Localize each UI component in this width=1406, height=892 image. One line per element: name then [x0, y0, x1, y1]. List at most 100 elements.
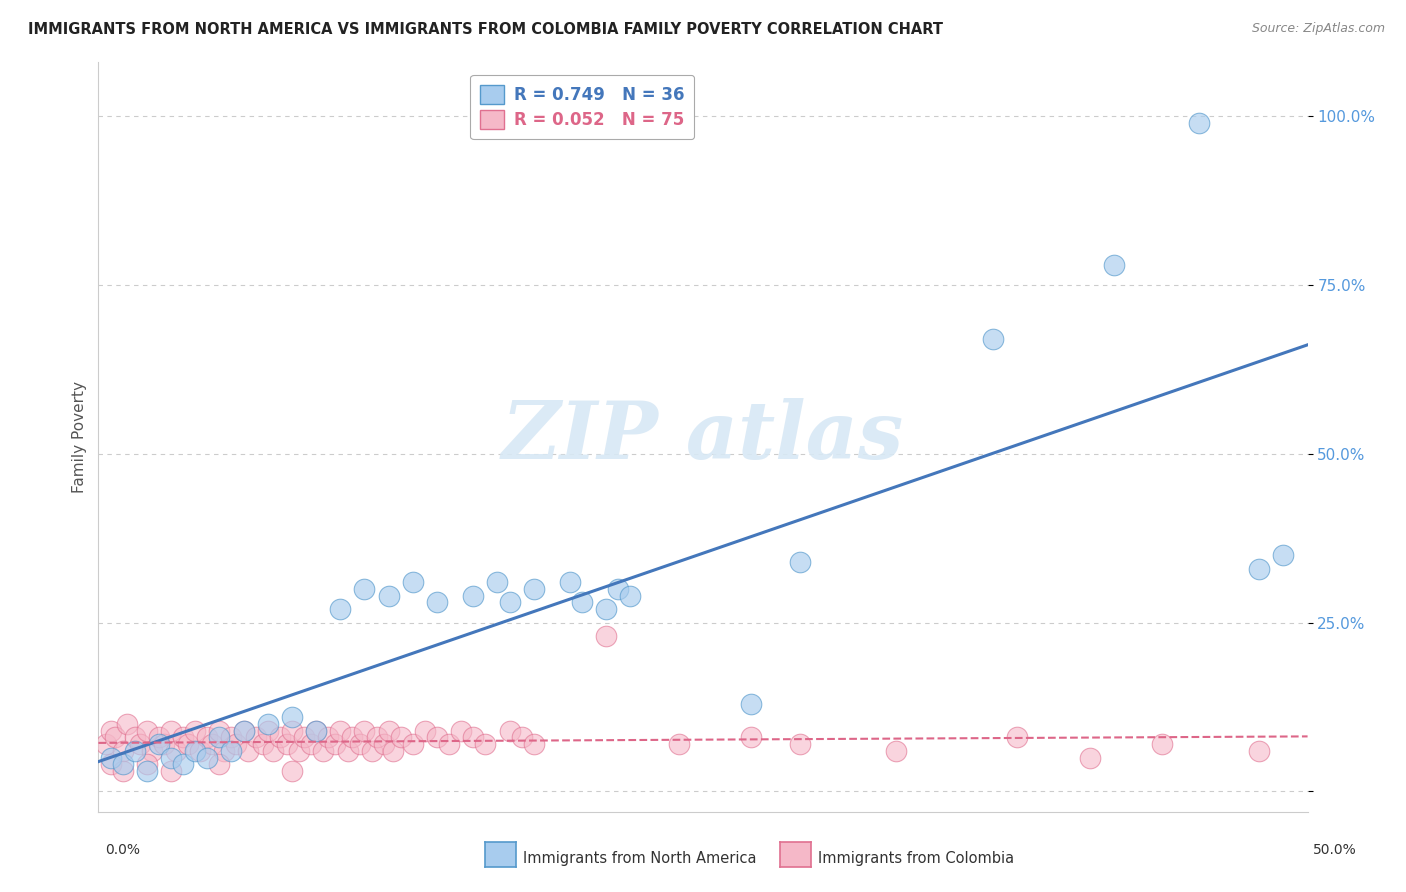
Point — [463, 589, 485, 603]
Point — [100, 723, 122, 738]
Point — [276, 737, 298, 751]
Point — [329, 723, 352, 738]
Point — [104, 731, 127, 745]
Point — [373, 737, 395, 751]
Point — [336, 744, 359, 758]
Point — [353, 723, 375, 738]
Point — [281, 764, 304, 779]
Point — [160, 764, 183, 779]
Point — [212, 744, 235, 758]
Point — [886, 744, 908, 758]
Point — [305, 723, 328, 738]
Point — [172, 757, 194, 772]
Point — [281, 710, 304, 724]
Point — [148, 731, 170, 745]
Point — [111, 757, 134, 772]
Point — [141, 744, 163, 758]
Point — [221, 744, 243, 758]
Point — [571, 595, 593, 609]
Point — [148, 737, 170, 751]
Point — [160, 723, 183, 738]
Point — [595, 629, 617, 643]
Point — [450, 723, 472, 738]
Point — [128, 737, 150, 751]
Point — [1249, 744, 1271, 758]
Point — [523, 737, 546, 751]
Point — [463, 731, 485, 745]
Point — [312, 744, 335, 758]
Point — [281, 723, 304, 738]
Point — [111, 764, 134, 779]
Point — [262, 744, 284, 758]
Point — [316, 731, 339, 745]
Point — [1078, 750, 1101, 764]
Point — [402, 737, 425, 751]
Point — [245, 731, 267, 745]
Point — [288, 744, 311, 758]
Point — [740, 731, 762, 745]
Point — [225, 737, 247, 751]
Point — [232, 723, 254, 738]
Point — [117, 717, 139, 731]
Point — [426, 731, 449, 745]
Point — [135, 764, 157, 779]
Point — [474, 737, 496, 751]
Point — [292, 731, 315, 745]
Point — [619, 589, 641, 603]
Point — [325, 737, 347, 751]
Point — [1102, 258, 1125, 272]
Point — [299, 737, 322, 751]
Text: 50.0%: 50.0% — [1313, 843, 1357, 857]
Point — [124, 731, 146, 745]
Point — [595, 602, 617, 616]
Text: Source: ZipAtlas.com: Source: ZipAtlas.com — [1251, 22, 1385, 36]
Point — [208, 723, 231, 738]
Point — [111, 744, 134, 758]
Point — [94, 737, 117, 751]
Point — [402, 575, 425, 590]
Point — [256, 717, 278, 731]
Point — [668, 737, 690, 751]
Point — [184, 744, 207, 758]
Point — [981, 332, 1004, 346]
Point — [221, 731, 243, 745]
Point — [360, 744, 382, 758]
Point — [437, 737, 460, 751]
Point — [1152, 737, 1174, 751]
Point — [184, 723, 207, 738]
Point — [342, 731, 364, 745]
Point — [165, 744, 187, 758]
Point — [377, 589, 399, 603]
Point — [208, 731, 231, 745]
Point — [208, 757, 231, 772]
Point — [426, 595, 449, 609]
Point — [252, 737, 274, 751]
Point — [389, 731, 412, 745]
Point — [100, 750, 122, 764]
Point — [349, 737, 371, 751]
Point — [740, 697, 762, 711]
Point — [789, 555, 811, 569]
Text: IMMIGRANTS FROM NORTH AMERICA VS IMMIGRANTS FROM COLOMBIA FAMILY POVERTY CORRELA: IMMIGRANTS FROM NORTH AMERICA VS IMMIGRA… — [28, 22, 943, 37]
Text: 0.0%: 0.0% — [105, 843, 141, 857]
Legend: R = 0.749   N = 36, R = 0.052   N = 75: R = 0.749 N = 36, R = 0.052 N = 75 — [470, 75, 695, 139]
Point — [135, 757, 157, 772]
Point — [172, 731, 194, 745]
Point — [353, 582, 375, 596]
Point — [269, 731, 291, 745]
Point — [238, 744, 260, 758]
Point — [523, 582, 546, 596]
Point — [413, 723, 436, 738]
Point — [201, 737, 224, 751]
Point — [177, 737, 200, 751]
Point — [100, 757, 122, 772]
Point — [160, 750, 183, 764]
Point — [124, 744, 146, 758]
Point — [329, 602, 352, 616]
Point — [789, 737, 811, 751]
Point — [1249, 562, 1271, 576]
Point — [558, 575, 581, 590]
Point — [486, 575, 509, 590]
Point — [498, 595, 520, 609]
Point — [1272, 548, 1295, 562]
